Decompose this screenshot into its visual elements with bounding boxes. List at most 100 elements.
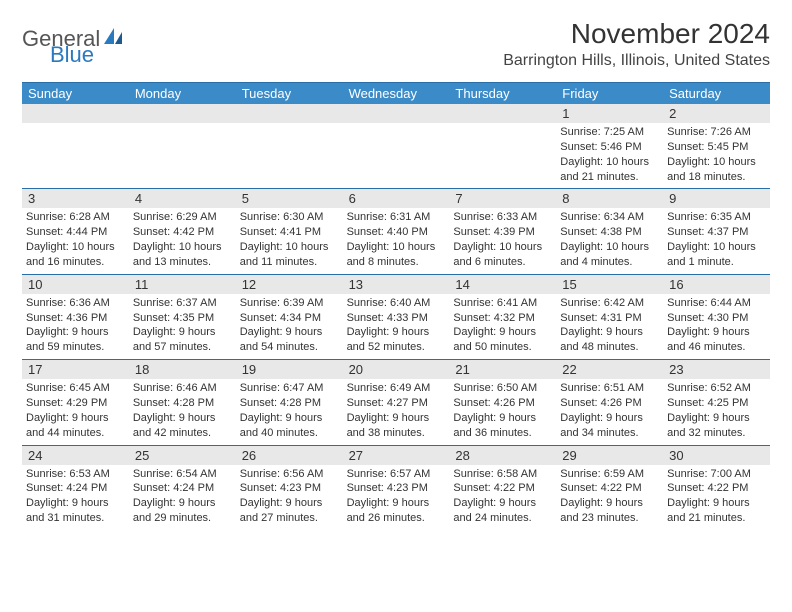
sunrise-text: Sunrise: 6:33 AM xyxy=(453,210,552,225)
week-body-row: Sunrise: 6:53 AMSunset: 4:24 PMDaylight:… xyxy=(22,465,770,530)
sunset-text: Sunset: 4:29 PM xyxy=(26,396,125,411)
sunset-text: Sunset: 4:27 PM xyxy=(347,396,446,411)
sunrise-text: Sunrise: 6:53 AM xyxy=(26,467,125,482)
sunset-text: Sunset: 4:37 PM xyxy=(667,225,766,240)
sunrise-text: Sunrise: 6:50 AM xyxy=(453,381,552,396)
daylight-text: Daylight: 9 hours and 46 minutes. xyxy=(667,325,766,355)
day-cell xyxy=(236,123,343,188)
day-cell: Sunrise: 6:54 AMSunset: 4:24 PMDaylight:… xyxy=(129,465,236,530)
daylight-text: Daylight: 10 hours and 13 minutes. xyxy=(133,240,232,270)
daylight-text: Daylight: 9 hours and 29 minutes. xyxy=(133,496,232,526)
sunrise-text: Sunrise: 6:49 AM xyxy=(347,381,446,396)
week-body-row: Sunrise: 6:28 AMSunset: 4:44 PMDaylight:… xyxy=(22,208,770,273)
sunset-text: Sunset: 4:24 PM xyxy=(133,481,232,496)
day-cell: Sunrise: 6:57 AMSunset: 4:23 PMDaylight:… xyxy=(343,465,450,530)
sunrise-text: Sunrise: 6:42 AM xyxy=(560,296,659,311)
day-cell: Sunrise: 6:51 AMSunset: 4:26 PMDaylight:… xyxy=(556,379,663,444)
date-number: 11 xyxy=(129,275,236,294)
day-cell: Sunrise: 6:34 AMSunset: 4:38 PMDaylight:… xyxy=(556,208,663,273)
date-number: 16 xyxy=(663,275,770,294)
date-number: 8 xyxy=(556,189,663,208)
date-number: 20 xyxy=(343,360,450,379)
day-cell: Sunrise: 6:42 AMSunset: 4:31 PMDaylight:… xyxy=(556,294,663,359)
calendar-page: General November 2024 Barrington Hills, … xyxy=(0,0,792,540)
day-cell: Sunrise: 6:53 AMSunset: 4:24 PMDaylight:… xyxy=(22,465,129,530)
sunrise-text: Sunrise: 6:58 AM xyxy=(453,467,552,482)
sunrise-text: Sunrise: 6:36 AM xyxy=(26,296,125,311)
date-number: 24 xyxy=(22,446,129,465)
date-number: 10 xyxy=(22,275,129,294)
sunrise-text: Sunrise: 6:51 AM xyxy=(560,381,659,396)
sunrise-text: Sunrise: 6:28 AM xyxy=(26,210,125,225)
day-cell: Sunrise: 6:33 AMSunset: 4:39 PMDaylight:… xyxy=(449,208,556,273)
daylight-text: Daylight: 9 hours and 38 minutes. xyxy=(347,411,446,441)
date-number: 26 xyxy=(236,446,343,465)
date-number-row: 17181920212223 xyxy=(22,360,770,379)
daylight-text: Daylight: 10 hours and 1 minute. xyxy=(667,240,766,270)
date-number xyxy=(343,104,450,123)
sunrise-text: Sunrise: 6:34 AM xyxy=(560,210,659,225)
sunrise-text: Sunrise: 6:30 AM xyxy=(240,210,339,225)
date-number: 5 xyxy=(236,189,343,208)
date-number: 15 xyxy=(556,275,663,294)
date-number-row: 10111213141516 xyxy=(22,275,770,294)
weekday-header-row: Sunday Monday Tuesday Wednesday Thursday… xyxy=(22,83,770,104)
daylight-text: Daylight: 9 hours and 21 minutes. xyxy=(667,496,766,526)
day-cell: Sunrise: 6:47 AMSunset: 4:28 PMDaylight:… xyxy=(236,379,343,444)
daylight-text: Daylight: 10 hours and 16 minutes. xyxy=(26,240,125,270)
daylight-text: Daylight: 9 hours and 44 minutes. xyxy=(26,411,125,441)
sunset-text: Sunset: 4:39 PM xyxy=(453,225,552,240)
daylight-text: Daylight: 9 hours and 36 minutes. xyxy=(453,411,552,441)
sunrise-text: Sunrise: 6:37 AM xyxy=(133,296,232,311)
date-number: 19 xyxy=(236,360,343,379)
sunrise-text: Sunrise: 6:29 AM xyxy=(133,210,232,225)
sunset-text: Sunset: 4:22 PM xyxy=(560,481,659,496)
day-cell: Sunrise: 6:37 AMSunset: 4:35 PMDaylight:… xyxy=(129,294,236,359)
sunset-text: Sunset: 5:46 PM xyxy=(560,140,659,155)
sunset-text: Sunset: 4:23 PM xyxy=(347,481,446,496)
date-number: 27 xyxy=(343,446,450,465)
date-number: 23 xyxy=(663,360,770,379)
daylight-text: Daylight: 9 hours and 42 minutes. xyxy=(133,411,232,441)
day-cell xyxy=(449,123,556,188)
sunrise-text: Sunrise: 6:45 AM xyxy=(26,381,125,396)
sunrise-text: Sunrise: 6:44 AM xyxy=(667,296,766,311)
daylight-text: Daylight: 10 hours and 8 minutes. xyxy=(347,240,446,270)
week-body-row: Sunrise: 7:25 AMSunset: 5:46 PMDaylight:… xyxy=(22,123,770,188)
daylight-text: Daylight: 9 hours and 59 minutes. xyxy=(26,325,125,355)
calendar-grid: Sunday Monday Tuesday Wednesday Thursday… xyxy=(22,82,770,530)
daylight-text: Daylight: 10 hours and 18 minutes. xyxy=(667,155,766,185)
daylight-text: Daylight: 10 hours and 11 minutes. xyxy=(240,240,339,270)
sunrise-text: Sunrise: 6:47 AM xyxy=(240,381,339,396)
weekday-wednesday: Wednesday xyxy=(343,83,450,104)
sunrise-text: Sunrise: 7:00 AM xyxy=(667,467,766,482)
date-number: 29 xyxy=(556,446,663,465)
sunset-text: Sunset: 4:32 PM xyxy=(453,311,552,326)
date-number xyxy=(449,104,556,123)
day-cell: Sunrise: 6:36 AMSunset: 4:36 PMDaylight:… xyxy=(22,294,129,359)
sunrise-text: Sunrise: 6:39 AM xyxy=(240,296,339,311)
sunset-text: Sunset: 4:30 PM xyxy=(667,311,766,326)
day-cell: Sunrise: 6:52 AMSunset: 4:25 PMDaylight:… xyxy=(663,379,770,444)
sunset-text: Sunset: 4:40 PM xyxy=(347,225,446,240)
date-number: 1 xyxy=(556,104,663,123)
sunset-text: Sunset: 4:23 PM xyxy=(240,481,339,496)
sunset-text: Sunset: 4:24 PM xyxy=(26,481,125,496)
sunset-text: Sunset: 4:35 PM xyxy=(133,311,232,326)
weekday-tuesday: Tuesday xyxy=(236,83,343,104)
date-number xyxy=(22,104,129,123)
day-cell: Sunrise: 6:31 AMSunset: 4:40 PMDaylight:… xyxy=(343,208,450,273)
daylight-text: Daylight: 9 hours and 31 minutes. xyxy=(26,496,125,526)
sunset-text: Sunset: 4:34 PM xyxy=(240,311,339,326)
sunrise-text: Sunrise: 6:41 AM xyxy=(453,296,552,311)
sunset-text: Sunset: 4:31 PM xyxy=(560,311,659,326)
day-cell: Sunrise: 6:49 AMSunset: 4:27 PMDaylight:… xyxy=(343,379,450,444)
day-cell: Sunrise: 6:59 AMSunset: 4:22 PMDaylight:… xyxy=(556,465,663,530)
sunset-text: Sunset: 4:26 PM xyxy=(453,396,552,411)
sunset-text: Sunset: 4:28 PM xyxy=(133,396,232,411)
day-cell: Sunrise: 6:44 AMSunset: 4:30 PMDaylight:… xyxy=(663,294,770,359)
week-row: 12Sunrise: 7:25 AMSunset: 5:46 PMDayligh… xyxy=(22,104,770,188)
day-cell: Sunrise: 6:58 AMSunset: 4:22 PMDaylight:… xyxy=(449,465,556,530)
sunrise-text: Sunrise: 6:57 AM xyxy=(347,467,446,482)
daylight-text: Daylight: 9 hours and 34 minutes. xyxy=(560,411,659,441)
